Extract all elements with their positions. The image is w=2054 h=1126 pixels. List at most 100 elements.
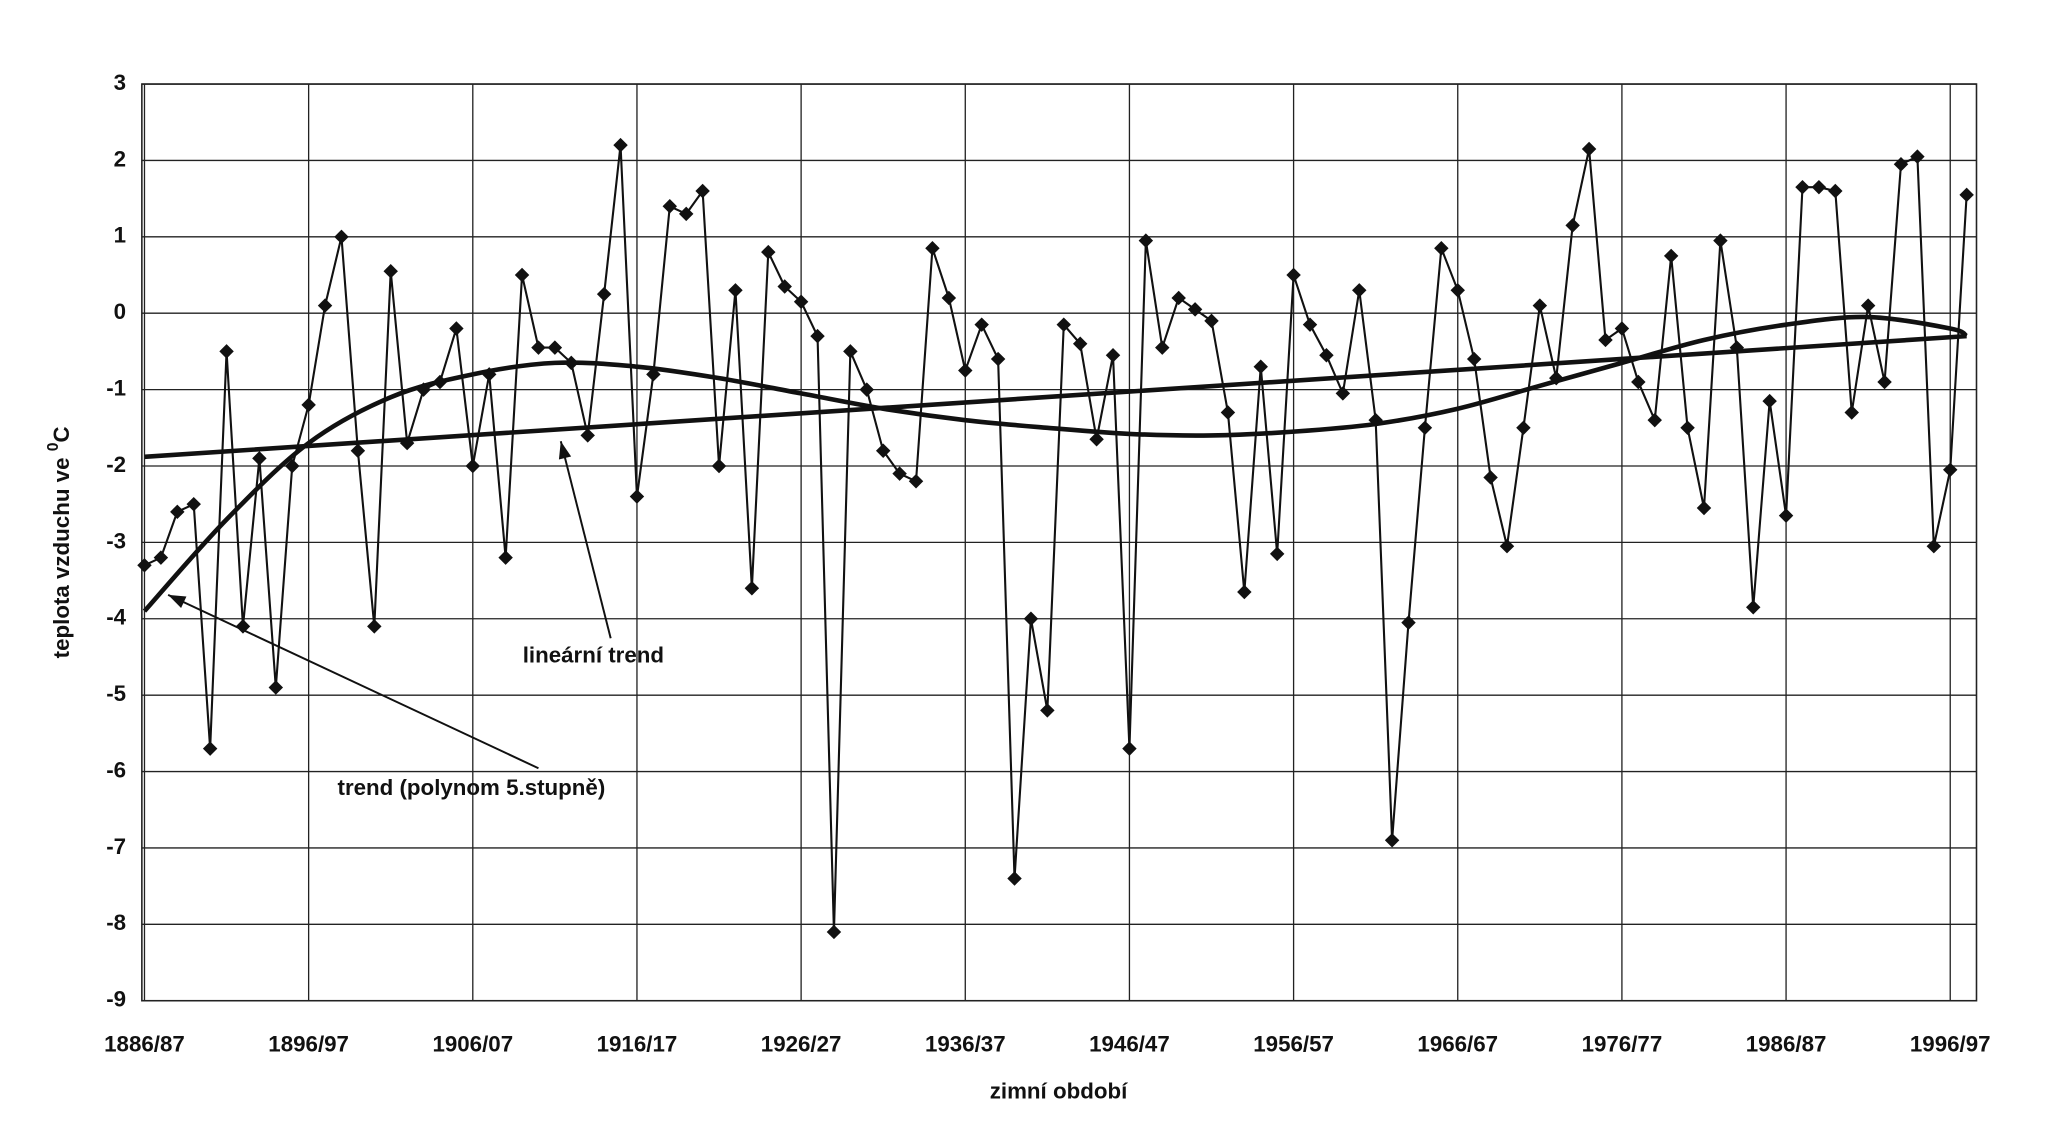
- y-tick-label: 0: [114, 299, 126, 324]
- x-tick-label: 1986/87: [1746, 1031, 1827, 1056]
- data-point: [1056, 317, 1071, 332]
- x-tick-label: 1886/87: [104, 1031, 185, 1056]
- data-point: [1040, 703, 1055, 718]
- data-point: [859, 382, 875, 397]
- x-tick-label: 1936/37: [925, 1031, 1006, 1056]
- x-tick-label: 1896/97: [268, 1031, 349, 1056]
- data-point: [892, 466, 907, 481]
- data-point: [1089, 432, 1104, 447]
- data-point: [1155, 340, 1170, 355]
- data-point: [1877, 374, 1892, 390]
- data-point: [646, 367, 661, 382]
- data-point: [580, 428, 595, 443]
- data-point: [1746, 600, 1761, 615]
- data-point: [1450, 283, 1465, 298]
- data-point: [1319, 348, 1334, 363]
- data-point: [498, 550, 513, 565]
- data-point: [235, 619, 251, 634]
- y-tick-label: -3: [106, 528, 126, 553]
- data-point: [777, 279, 792, 294]
- data-point: [1663, 248, 1679, 264]
- arrow-head: [168, 594, 187, 608]
- data-point: [728, 283, 743, 298]
- data-point: [1795, 179, 1810, 195]
- data-point: [1335, 386, 1351, 401]
- data-point: [1828, 183, 1843, 199]
- arrow-head: [558, 441, 572, 460]
- y-axis-label: teplota vzduchu ve 0C: [45, 426, 74, 658]
- trend-line: [142, 314, 1968, 613]
- data-point: [268, 680, 284, 695]
- data-point: [1483, 470, 1498, 485]
- data-point: [1122, 741, 1137, 756]
- data-point: [1286, 267, 1301, 283]
- y-tick-label: -8: [106, 910, 126, 935]
- data-point: [367, 619, 382, 634]
- data-point: [1598, 332, 1613, 348]
- annotation: lineární trend: [523, 643, 664, 668]
- y-tick-label: 3: [114, 70, 126, 95]
- data-point: [1696, 500, 1712, 516]
- data-point: [1253, 359, 1268, 374]
- data-point: [1778, 508, 1794, 523]
- data-point: [399, 435, 415, 451]
- data-point: [334, 229, 349, 245]
- data-point: [875, 443, 891, 458]
- data-point: [974, 317, 989, 332]
- data-point: [137, 558, 152, 573]
- data-point: [1516, 420, 1531, 436]
- y-tick-label: -5: [106, 681, 126, 706]
- data-point: [186, 496, 201, 512]
- data-point: [219, 344, 234, 359]
- x-tick-label: 1976/77: [1582, 1031, 1663, 1056]
- data-point: [1269, 546, 1285, 562]
- data-point: [285, 458, 300, 474]
- data-point: [1844, 405, 1859, 420]
- data-point: [793, 294, 809, 309]
- data-point: [1368, 412, 1383, 428]
- data-point: [629, 489, 645, 504]
- data-point: [252, 451, 267, 466]
- data-point: [1713, 233, 1728, 248]
- y-tick-label: -2: [106, 452, 126, 477]
- data-point: [1302, 317, 1318, 332]
- data-point: [990, 351, 1006, 367]
- x-axis-label: zimní období: [990, 1079, 1128, 1104]
- data-point: [810, 328, 825, 344]
- data-point: [1401, 615, 1416, 630]
- data-point: [678, 206, 694, 222]
- data-point: [1532, 298, 1548, 313]
- data-point: [383, 263, 398, 279]
- data-point: [1072, 336, 1088, 351]
- data-point: [1581, 141, 1597, 157]
- data-point: [761, 244, 776, 260]
- x-tick-label: 1906/07: [432, 1031, 513, 1056]
- data-point: [449, 321, 464, 336]
- data-point: [1614, 321, 1630, 336]
- data-point: [958, 363, 973, 378]
- data-point: [1384, 833, 1400, 848]
- data-point: [1943, 462, 1958, 478]
- y-tick-label: -4: [106, 605, 126, 630]
- data-point: [1007, 871, 1022, 886]
- x-tick-label: 1916/17: [597, 1031, 678, 1056]
- data-point: [1729, 340, 1745, 355]
- y-tick-label: -7: [106, 834, 126, 859]
- data-point: [1959, 187, 1974, 203]
- data-point: [1762, 393, 1777, 409]
- data-point: [1187, 302, 1203, 317]
- data-point: [1434, 241, 1449, 256]
- data-point: [1237, 584, 1252, 600]
- data-point: [908, 474, 924, 489]
- data-point: [1499, 538, 1515, 554]
- annotation: trend (polynom 5.stupně): [338, 775, 606, 800]
- data-point: [744, 580, 760, 596]
- x-tick-label: 1966/67: [1417, 1031, 1498, 1056]
- data-point: [695, 183, 710, 199]
- data-point: [1860, 298, 1876, 313]
- data-point: [941, 290, 957, 306]
- data-point: [1893, 157, 1909, 172]
- data-point: [1565, 218, 1580, 233]
- data-point: [564, 355, 579, 371]
